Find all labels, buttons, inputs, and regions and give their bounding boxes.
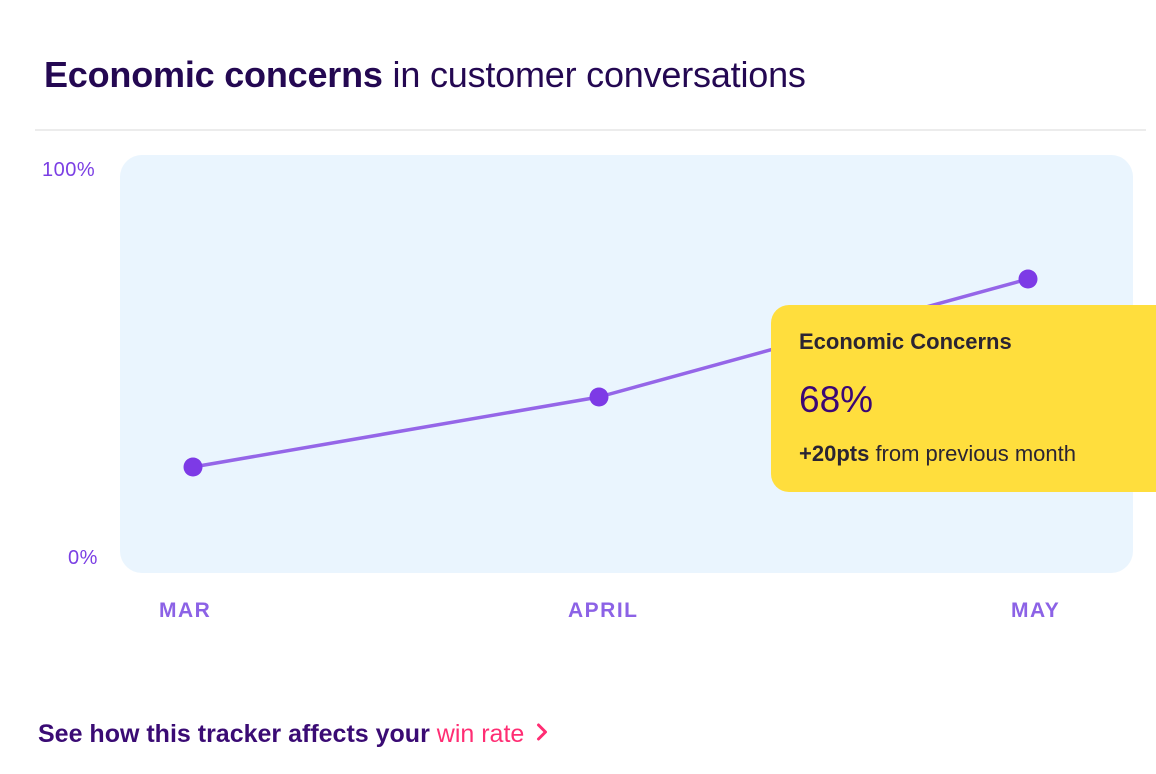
chart-title: Economic concerns in customer conversati… (44, 54, 806, 96)
win-rate-link-highlight: win rate (436, 720, 525, 748)
tooltip-series-name: Economic Concerns (799, 329, 1012, 354)
tooltip-value: 68% (799, 379, 874, 420)
y-axis-bottom-label: 0% (68, 547, 98, 569)
tooltip-delta-text: from previous month (869, 441, 1076, 466)
chart-title-bold: Economic concerns (44, 54, 383, 95)
win-rate-link[interactable]: See how this tracker affects your win ra… (38, 719, 548, 749)
tooltip-delta: +20pts from previous month (799, 441, 1076, 467)
x-axis-label-may: MAY (1011, 599, 1061, 622)
chevron-right-icon (536, 719, 548, 748)
x-axis-label-mar: MAR (159, 599, 212, 622)
win-rate-link-text: See how this tracker affects your (38, 720, 437, 748)
x-axis-label-april: APRIL (568, 599, 639, 622)
chart-title-rest: in customer conversations (382, 54, 806, 95)
data-point-april[interactable] (589, 387, 609, 407)
data-point-may[interactable] (1018, 269, 1038, 289)
tooltip-delta-points: +20pts (799, 441, 870, 466)
y-axis-top-label: 100% (42, 159, 96, 181)
data-tooltip: Economic Concerns 68% +20pts from previo… (771, 305, 1156, 492)
data-point-mar[interactable] (183, 457, 203, 477)
title-divider (35, 129, 1146, 131)
